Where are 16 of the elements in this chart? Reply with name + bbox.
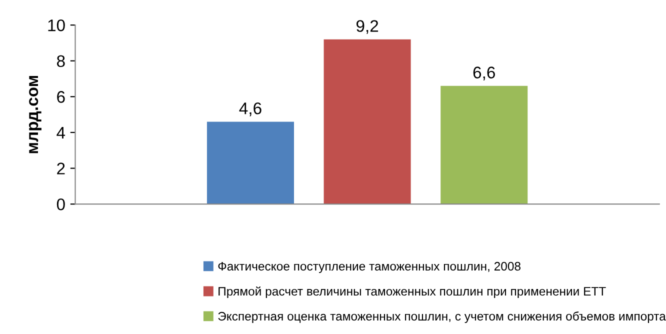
legend-label: Экспертная оценка таможенных пошлин, с учетом снижения объемов импорта (218, 312, 666, 323)
y-axis-title: млрд.сом (28, 76, 42, 154)
legend-label: Фактическое поступление таможенных пошлин, 2008 (218, 262, 520, 274)
bar (324, 39, 411, 204)
bar (440, 86, 528, 204)
y-tick-label: 10 (48, 19, 65, 32)
y-tick-label: 2 (57, 162, 65, 174)
data-label: 6,6 (473, 66, 495, 80)
bar (206, 122, 294, 204)
data-label: 4,6 (239, 102, 262, 116)
y-tick-label: 8 (56, 55, 65, 68)
y-tick-label: 4 (56, 127, 66, 139)
data-label: 9,2 (356, 20, 378, 34)
legend-label: Прямой расчет величины таможенных пошлин при применении ЕТТ (218, 286, 606, 298)
y-tick-label: 6 (57, 91, 65, 103)
y-tick-label: 0 (56, 198, 65, 210)
